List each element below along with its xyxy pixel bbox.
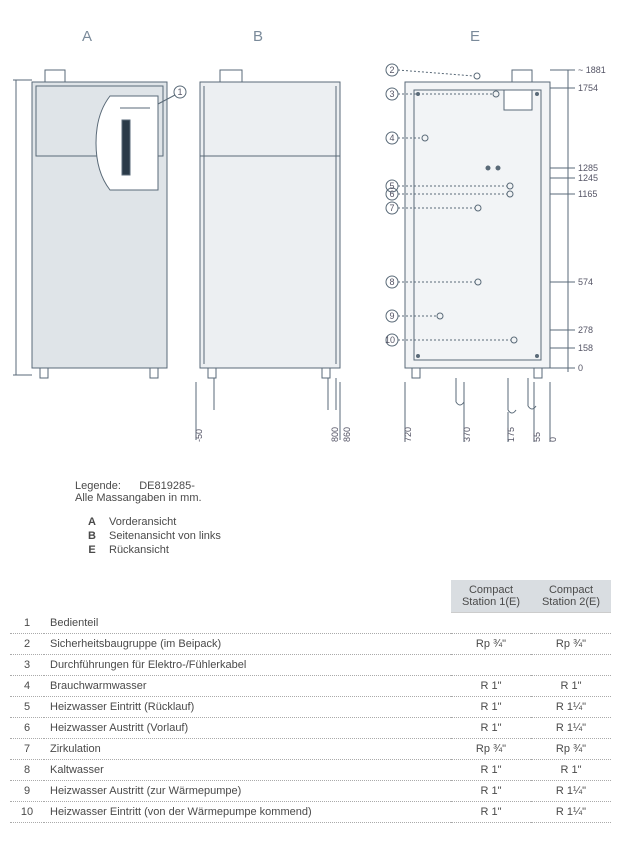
table-header-2: Compact Station 2(E) bbox=[531, 580, 611, 613]
legend-row: AVorderansicht bbox=[75, 516, 611, 528]
row-num: 7 bbox=[10, 738, 44, 759]
table-row: 5Heizwasser Eintritt (Rücklauf)R 1"R 1¼" bbox=[10, 696, 611, 717]
row-c2: R 1¼" bbox=[531, 717, 611, 738]
row-desc: Brauchwarmwasser bbox=[44, 675, 451, 696]
row-num: 1 bbox=[10, 613, 44, 634]
row-c2 bbox=[531, 613, 611, 634]
row-c1: R 1" bbox=[451, 801, 531, 822]
drawing-svg bbox=[10, 10, 610, 460]
table-row: 4BrauchwarmwasserR 1"R 1" bbox=[10, 675, 611, 696]
legend-code: DE819285- bbox=[139, 480, 195, 492]
legend-code-label: Legende: bbox=[75, 480, 121, 492]
dim-right-6: 278 bbox=[578, 325, 593, 335]
row-c2: R 1¼" bbox=[531, 696, 611, 717]
row-desc: Kaltwasser bbox=[44, 759, 451, 780]
dim-right-7: 158 bbox=[578, 343, 593, 353]
table-row: 2Sicherheitsbaugruppe (im Beipack)Rp ¾"R… bbox=[10, 633, 611, 654]
row-c2: R 1" bbox=[531, 759, 611, 780]
callout-7: 7 bbox=[386, 203, 398, 213]
row-num: 9 bbox=[10, 780, 44, 801]
row-c1: R 1" bbox=[451, 759, 531, 780]
dim-e-1: 370 bbox=[462, 427, 472, 442]
dim-e-4: 0 bbox=[548, 437, 558, 442]
row-num: 6 bbox=[10, 717, 44, 738]
dim-e-2: 175 bbox=[506, 427, 516, 442]
dim-e-3: 55 bbox=[532, 432, 542, 442]
row-c2: R 1¼" bbox=[531, 780, 611, 801]
dim-right-3: 1245 bbox=[578, 173, 598, 183]
legend-row: BSeitenansicht von links bbox=[75, 530, 611, 542]
dim-e-0: 720 bbox=[403, 427, 413, 442]
row-desc: Heizwasser Austritt (Vorlauf) bbox=[44, 717, 451, 738]
row-c1: R 1" bbox=[451, 675, 531, 696]
callout-6: 6 bbox=[386, 189, 398, 199]
row-num: 2 bbox=[10, 633, 44, 654]
table-row: 8KaltwasserR 1"R 1" bbox=[10, 759, 611, 780]
row-c2: Rp ¾" bbox=[531, 738, 611, 759]
row-desc: Heizwasser Eintritt (von der Wärmepumpe … bbox=[44, 801, 451, 822]
row-desc: Durchführungen für Elektro-/Fühlerkabel bbox=[44, 654, 451, 675]
row-c1: R 1" bbox=[451, 717, 531, 738]
dim-right-5: 574 bbox=[578, 277, 593, 287]
table-row: 10Heizwasser Eintritt (von der Wärmepump… bbox=[10, 801, 611, 822]
legend-key: B bbox=[75, 530, 109, 542]
legend-key: A bbox=[75, 516, 109, 528]
callout-3: 3 bbox=[386, 89, 398, 99]
callout-4: 4 bbox=[386, 133, 398, 143]
row-c2: R 1" bbox=[531, 675, 611, 696]
row-desc: Bedienteil bbox=[44, 613, 451, 634]
row-c2: R 1¼" bbox=[531, 801, 611, 822]
dim-b-1: 800 bbox=[330, 427, 340, 442]
table-row: 7ZirkulationRp ¾"Rp ¾" bbox=[10, 738, 611, 759]
row-desc: Heizwasser Eintritt (Rücklauf) bbox=[44, 696, 451, 717]
row-c1: R 1" bbox=[451, 780, 531, 801]
row-c1: R 1" bbox=[451, 696, 531, 717]
legend-val: Seitenansicht von links bbox=[109, 530, 221, 542]
row-c1: Rp ¾" bbox=[451, 633, 531, 654]
legend-val: Vorderansicht bbox=[109, 516, 176, 528]
callout-2: 2 bbox=[386, 65, 398, 75]
legend-key: E bbox=[75, 544, 109, 556]
row-desc: Heizwasser Austritt (zur Wärmepumpe) bbox=[44, 780, 451, 801]
dim-b-2: 860 bbox=[342, 427, 352, 442]
row-num: 10 bbox=[10, 801, 44, 822]
row-c1: Rp ¾" bbox=[451, 738, 531, 759]
row-num: 3 bbox=[10, 654, 44, 675]
legend-val: Rückansicht bbox=[109, 544, 169, 556]
table-row: 3Durchführungen für Elektro-/Fühlerkabel bbox=[10, 654, 611, 675]
row-c1 bbox=[451, 654, 531, 675]
row-desc: Sicherheitsbaugruppe (im Beipack) bbox=[44, 633, 451, 654]
legend-row: ERückansicht bbox=[75, 544, 611, 556]
dim-right-2: 1285 bbox=[578, 163, 598, 173]
connection-table: Compact Station 1(E) Compact Station 2(E… bbox=[10, 580, 611, 823]
table-header-1: Compact Station 1(E) bbox=[451, 580, 531, 613]
row-c1 bbox=[451, 613, 531, 634]
table-row: 1Bedienteil bbox=[10, 613, 611, 634]
row-num: 8 bbox=[10, 759, 44, 780]
dim-right-8: 0 bbox=[578, 363, 583, 373]
row-num: 4 bbox=[10, 675, 44, 696]
table-row: 6Heizwasser Austritt (Vorlauf)R 1"R 1¼" bbox=[10, 717, 611, 738]
callout-9: 9 bbox=[386, 311, 398, 321]
legend: Legende: DE819285- Alle Massangaben in m… bbox=[75, 480, 611, 556]
table-row: 9Heizwasser Austritt (zur Wärmepumpe)R 1… bbox=[10, 780, 611, 801]
dim-right-1: 1754 bbox=[578, 83, 598, 93]
row-c2: Rp ¾" bbox=[531, 633, 611, 654]
dim-b-0: -50 bbox=[194, 429, 204, 442]
dim-right-4: 1165 bbox=[578, 189, 597, 199]
row-desc: Zirkulation bbox=[44, 738, 451, 759]
technical-drawing: A B E bbox=[10, 10, 610, 460]
dim-right-0: ~ 1881 bbox=[578, 65, 606, 75]
callout-1: 1 bbox=[174, 87, 186, 97]
callout-10: 10 bbox=[384, 335, 396, 345]
legend-units: Alle Massangaben in mm. bbox=[75, 492, 202, 504]
row-num: 5 bbox=[10, 696, 44, 717]
row-c2 bbox=[531, 654, 611, 675]
callout-8: 8 bbox=[386, 277, 398, 287]
